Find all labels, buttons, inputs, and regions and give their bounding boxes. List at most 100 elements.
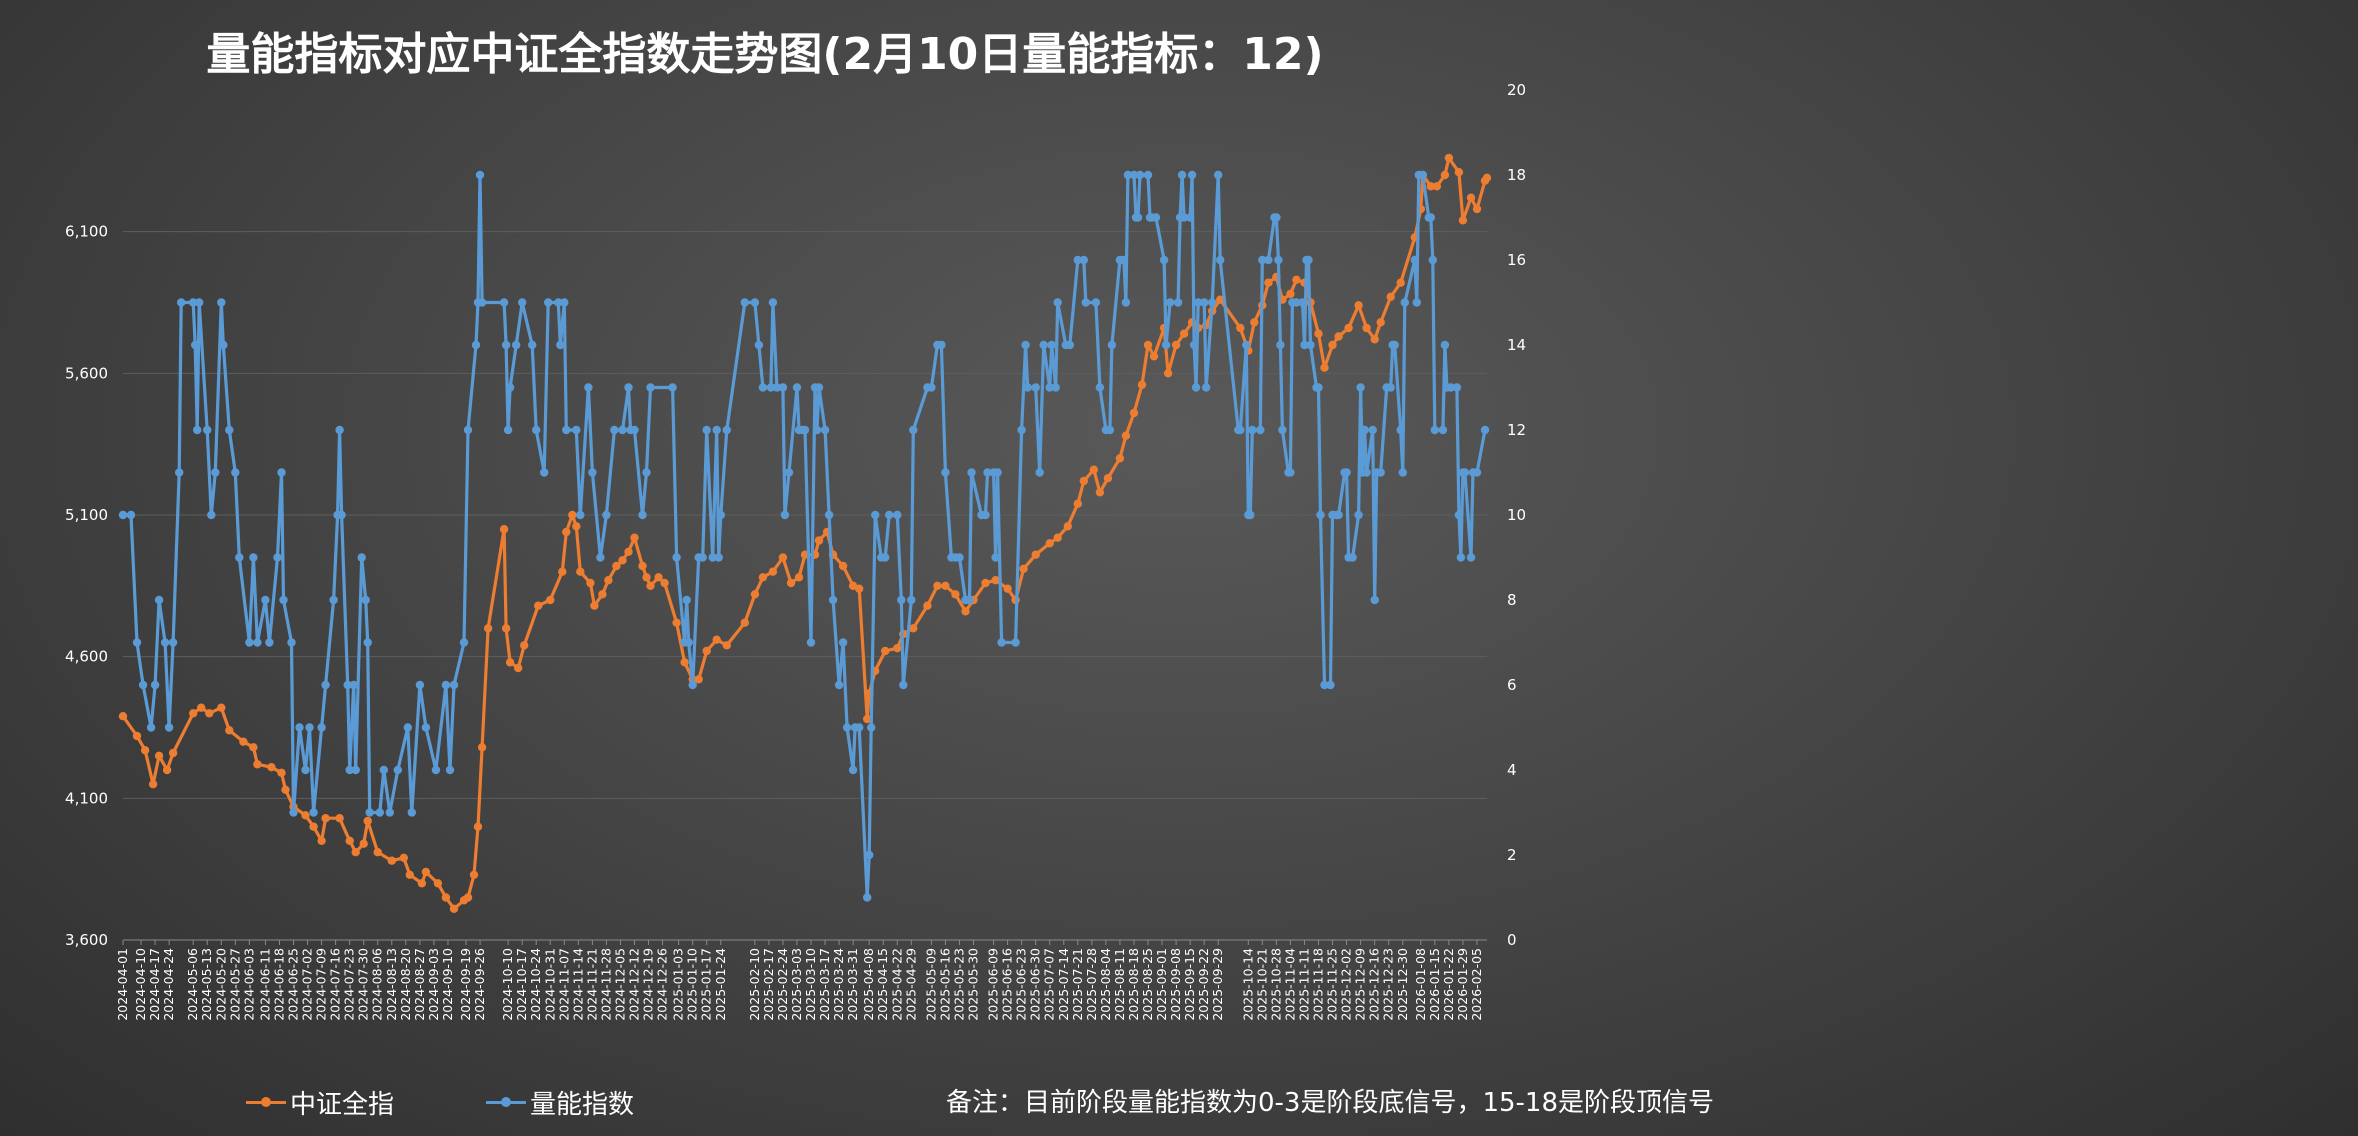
volume-index-point (321, 680, 330, 690)
volume-index-point (1390, 340, 1399, 350)
volume-index-point (421, 723, 431, 732)
csi-all-point (387, 856, 396, 865)
x-tick-label: 2025-09-15 (1182, 948, 1197, 1021)
volume-index-point (1021, 340, 1030, 350)
volume-index-point (1472, 468, 1482, 477)
volume-index-point (1286, 468, 1295, 477)
volume-index-point (150, 680, 160, 690)
x-tick-label: 2024-09-26 (472, 948, 487, 1021)
volume-index-point (193, 425, 202, 435)
volume-index-point (967, 468, 976, 477)
volume-index-point (217, 298, 226, 307)
volume-index-point (1314, 383, 1323, 392)
x-tick-label: 2024-06-18 (271, 948, 286, 1021)
volume-index-point (885, 510, 894, 520)
csi-all-point (586, 578, 595, 588)
volume-index-point (814, 383, 824, 392)
volume-index-point (1316, 510, 1325, 520)
csi-all-point (558, 567, 567, 576)
volume-index-point (1354, 510, 1363, 520)
volume-index-point (1017, 425, 1026, 435)
csi-all-point (217, 703, 226, 712)
x-tick-label: 2024-07-23 (342, 948, 357, 1021)
volume-index-point (937, 340, 946, 350)
volume-index-point (784, 468, 794, 477)
volume-index-point (287, 638, 296, 647)
x-tick-label: 2024-10-24 (528, 948, 543, 1021)
volume-index-point (375, 808, 384, 817)
volume-index-point (463, 425, 473, 435)
volume-index-point (357, 553, 366, 562)
volume-index-point (540, 468, 549, 477)
volume-index-point (1135, 170, 1145, 180)
csi-all-point (249, 743, 258, 752)
csi-all-point (863, 714, 872, 724)
csi-all-point (477, 743, 487, 752)
volume-index-point (1264, 255, 1273, 265)
x-tick-label: 2024-09-10 (440, 948, 455, 1021)
volume-index-point (203, 425, 212, 435)
volume-index-point (907, 595, 916, 605)
volume-index-point (415, 680, 425, 690)
csi-all-point (1472, 204, 1482, 214)
volume-index-point (1276, 340, 1285, 350)
csi-all-point (1264, 278, 1273, 287)
x-tick-label: 2024-05-13 (199, 948, 214, 1021)
volume-index-point (1298, 298, 1307, 307)
volume-index-point (855, 723, 864, 732)
volume-index-point (505, 383, 515, 392)
volume-index-point (449, 680, 459, 690)
volume-index-point (499, 298, 509, 307)
volume-index-point (997, 638, 1006, 647)
volume-index-point (1412, 298, 1422, 307)
csi-all-point (405, 870, 414, 879)
volume-index-point (175, 468, 184, 477)
volume-index-point (317, 723, 326, 732)
volume-index-point (768, 298, 778, 307)
csi-all-point (1354, 301, 1363, 310)
x-tick-label: 2024-10-31 (542, 948, 557, 1021)
csi-all-point (1129, 408, 1139, 418)
csi-all-point (118, 712, 128, 721)
volume-index-point (714, 553, 723, 562)
volume-index-point (824, 510, 834, 520)
volume-index-point (1242, 340, 1251, 350)
volume-index-point (698, 553, 707, 562)
volume-index-point (1370, 595, 1379, 605)
x-tick-label: 2024-04-01 (115, 948, 130, 1021)
volume-index-point (1258, 255, 1267, 265)
csi-all-point (694, 675, 703, 684)
csi-all-point (162, 765, 172, 775)
volume-index-point (544, 298, 553, 307)
csi-all-point (893, 644, 902, 653)
volume-index-point (754, 340, 764, 350)
x-tick-label: 2025-05-23 (951, 948, 966, 1021)
volume-index-point (1456, 553, 1466, 562)
volume-index-point (132, 638, 142, 647)
volume-index-point (1053, 298, 1062, 307)
x-tick-label: 2024-09-03 (426, 948, 441, 1021)
y-right-tick-label: 20 (1507, 81, 1526, 99)
csi-all-point (225, 726, 234, 735)
volume-index-point (672, 553, 681, 562)
csi-all-point (961, 607, 970, 616)
volume-index-point (865, 850, 874, 860)
volume-index-point (305, 723, 314, 732)
csi-all-point (750, 590, 760, 599)
x-tick-label: 2025-06-16 (1000, 948, 1015, 1021)
csi-all-point (469, 870, 479, 879)
volume-index-point (1306, 340, 1315, 350)
volume-index-point (1151, 213, 1161, 222)
csi-all-point (1320, 363, 1329, 372)
volume-index-point (1105, 425, 1115, 435)
x-tick-label: 2025-07-21 (1070, 948, 1085, 1021)
volume-index-point (1348, 553, 1357, 562)
x-tick-label: 2024-08-06 (370, 948, 385, 1021)
volume-index-point (965, 595, 974, 605)
volume-index-point (385, 808, 394, 817)
csi-all-point (786, 578, 796, 588)
volume-index-point (1446, 383, 1456, 392)
volume-index-point (445, 765, 455, 775)
csi-all-point (598, 590, 607, 599)
volume-index-point (1386, 383, 1395, 392)
